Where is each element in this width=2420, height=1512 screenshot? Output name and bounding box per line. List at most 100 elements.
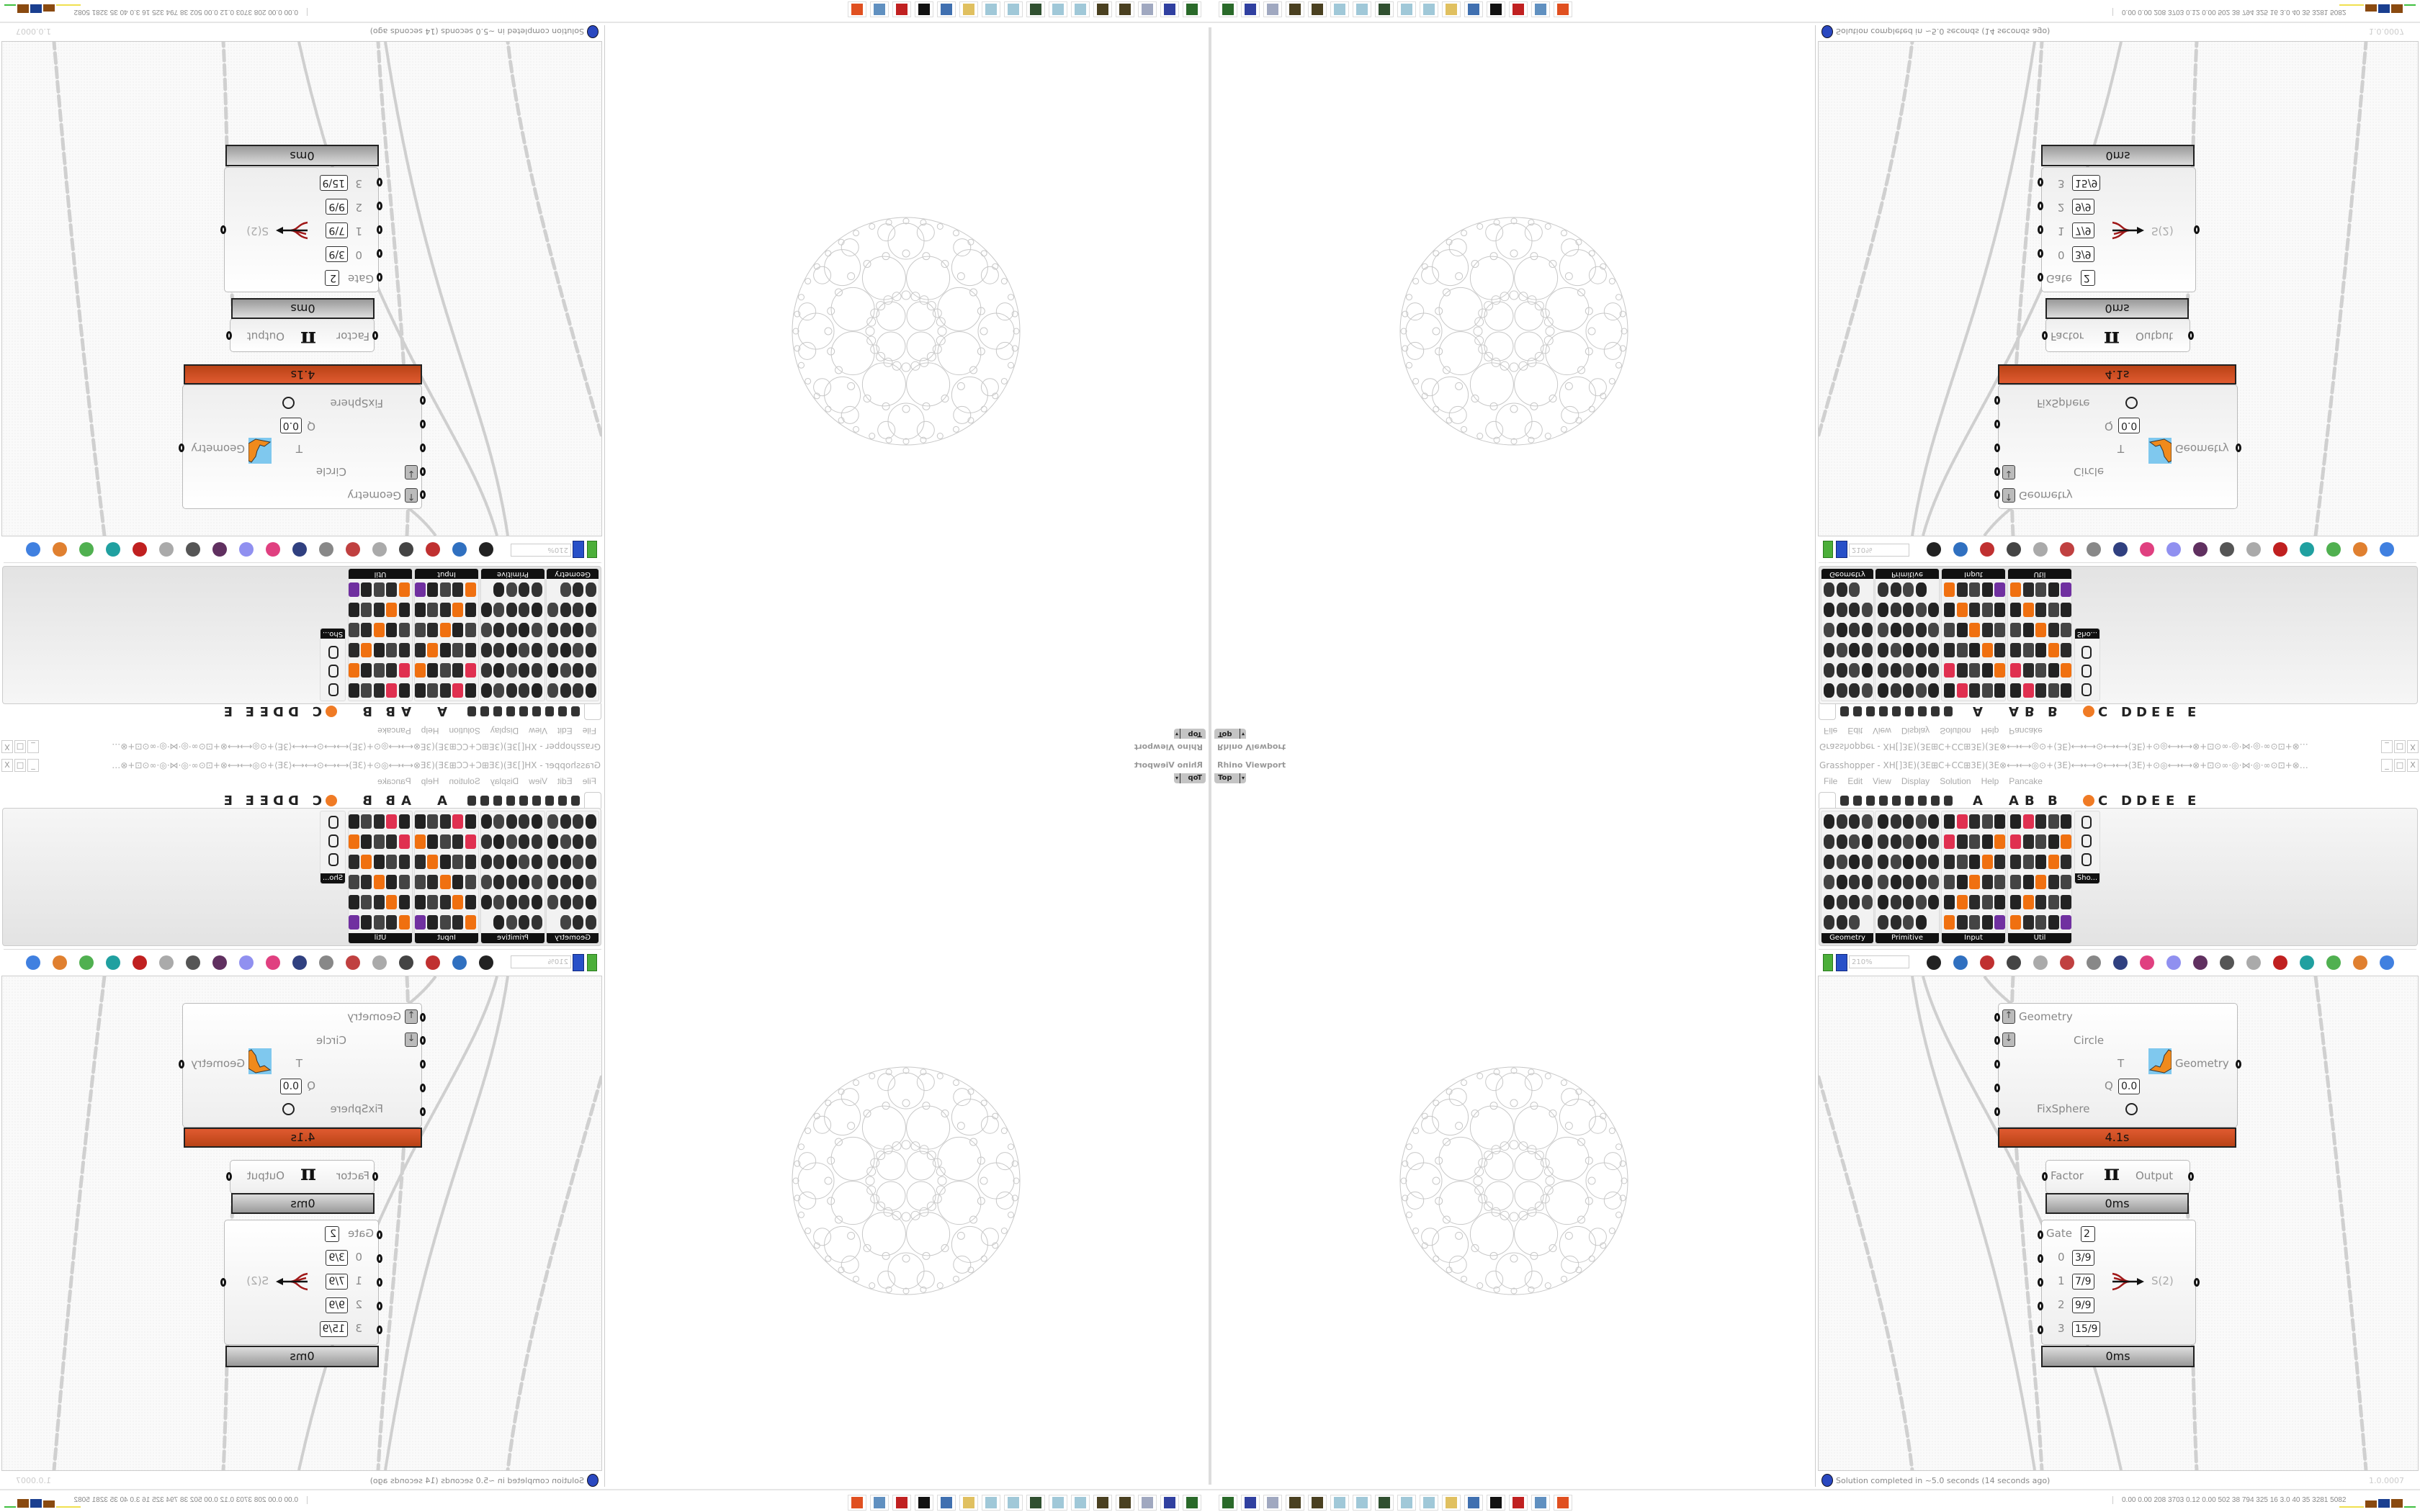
fixsphere-toggle[interactable] [2125,1103,2138,1115]
input-grip[interactable] [377,273,382,282]
tab-params[interactable] [584,703,601,720]
component-icon[interactable] [586,855,596,869]
component-icon[interactable] [399,875,410,889]
stream-gate-component[interactable]: Gate 2 0 1 2 3 3/9 7/9 9/9 15/9 S(2) [2038,1220,2200,1345]
tab-a[interactable]: A [2009,793,2019,809]
panel-label[interactable]: Util [2008,569,2071,579]
sigma-icon[interactable] [571,706,580,716]
tab-c[interactable]: C [2098,703,2108,719]
component-icon[interactable] [519,814,530,829]
component-icon[interactable] [1861,683,1873,698]
stream-value[interactable]: 9/9 [326,199,348,215]
input-grip[interactable] [2038,1302,2043,1310]
open-file-icon[interactable] [1823,541,1833,558]
component-icon[interactable] [560,683,571,698]
notepad-icon[interactable] [1330,1495,1349,1511]
component-icon[interactable] [560,895,571,909]
component-icon[interactable] [532,623,542,637]
component-icon[interactable] [386,663,398,678]
component-icon[interactable] [2022,855,2034,869]
component-icon[interactable] [573,623,584,637]
component-icon[interactable] [465,895,476,909]
stream-value[interactable]: 3/9 [326,1250,348,1266]
component-icon[interactable] [1969,855,1980,869]
component-icon[interactable] [1969,643,1980,657]
component-icon[interactable] [399,814,410,829]
eye-icon[interactable] [467,796,476,806]
component-icon[interactable] [1956,855,1968,869]
notepad-icon[interactable] [1330,1,1349,17]
panel-label[interactable]: Sho... [2075,629,2099,639]
show-component-icon[interactable] [328,834,339,847]
component-icon[interactable] [1944,663,1955,678]
component-icon[interactable] [1890,895,1901,909]
component-icon[interactable] [1824,582,1834,597]
component-icon[interactable] [349,582,359,597]
q-value[interactable]: 0.0 [2118,1079,2141,1094]
zoom-level-field[interactable]: 210% [511,955,571,968]
component-icon[interactable] [374,623,385,637]
display-icon[interactable] [1931,796,1940,806]
component-icon[interactable] [2022,834,2034,849]
component-icon[interactable] [573,855,584,869]
panel-label[interactable]: Input [415,569,478,579]
component-icon[interactable] [440,623,451,637]
floppy-64-icon[interactable] [1160,1495,1179,1511]
scanner-icon[interactable] [1138,1,1157,17]
component-icon[interactable] [493,582,505,597]
component-icon[interactable] [361,895,372,909]
component-icon[interactable] [573,683,584,698]
component-icon[interactable] [1878,915,1888,930]
component-icon[interactable] [374,855,385,869]
tab-a[interactable]: A [437,793,447,809]
component-icon[interactable] [1890,663,1901,678]
component-icon[interactable] [452,875,464,889]
component-icon[interactable] [427,582,439,597]
component-icon[interactable] [1994,623,2005,637]
component-icon[interactable] [427,814,439,829]
component-icon[interactable] [2048,855,2059,869]
component-icon[interactable] [2010,603,2021,617]
pi-component[interactable]: Factor π Output [2042,1160,2194,1194]
show-component-icon[interactable] [2081,646,2092,659]
component-icon[interactable] [1915,603,1927,617]
zoom-level-field[interactable]: 210% [1849,544,1909,557]
notepad-icon[interactable] [1420,1,1438,17]
component-icon[interactable] [1928,683,1939,698]
sphere-icon[interactable] [2220,542,2234,557]
component-icon[interactable] [1981,663,1993,678]
notepad-icon[interactable] [1004,1,1023,17]
component-icon[interactable] [1956,582,1968,597]
transform-icon[interactable] [1918,706,1927,716]
component-icon[interactable] [440,663,451,678]
component-icon[interactable] [1981,582,1993,597]
component-icon[interactable] [586,834,596,849]
output-grip[interactable] [179,1060,184,1068]
component-icon[interactable] [399,834,410,849]
pi-component[interactable]: Factor π Output [2042,318,2194,352]
notepad-icon[interactable] [1004,1495,1023,1511]
stream-value[interactable]: 3/9 [2072,1250,2094,1266]
component-icon[interactable] [573,643,584,657]
component-icon[interactable] [386,643,398,657]
component-icon[interactable] [399,855,410,869]
component-icon[interactable] [361,603,372,617]
circle-packing-component[interactable]: ↑ ↓ Geometry Circle T Q 0.0 FixSphere Ge… [1994,384,2241,509]
grasshopper-canvas[interactable]: ↑ ↓ Geometry Circle T Q 0.0 FixSphere Ge… [1,976,602,1471]
component-icon[interactable] [1878,683,1888,698]
component-icon[interactable] [560,582,571,597]
intersect-icon[interactable] [506,796,515,806]
component-icon[interactable] [481,814,492,829]
component-icon[interactable] [573,814,584,829]
input-grip[interactable] [377,249,382,258]
menu-file[interactable]: File [582,726,596,736]
settings-red-icon[interactable] [892,1,911,17]
tab-b[interactable]: B [385,793,395,809]
bake-icon[interactable] [399,955,413,970]
component-icon[interactable] [519,683,530,698]
panel-label[interactable]: Primitive [1876,933,1939,943]
component-icon[interactable] [452,643,464,657]
component-icon[interactable] [1890,683,1901,698]
component-icon[interactable] [1849,683,1860,698]
component-icon[interactable] [440,915,451,930]
